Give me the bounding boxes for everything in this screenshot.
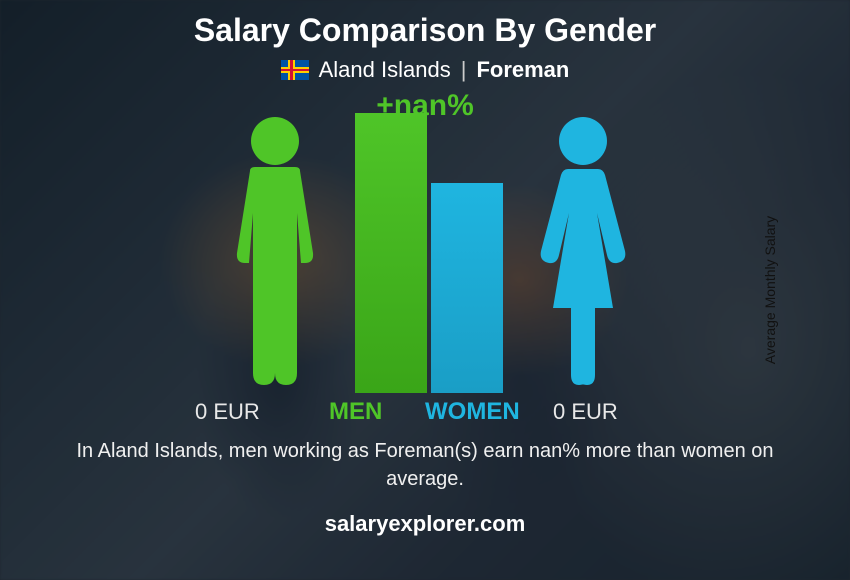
separator: |: [461, 57, 467, 83]
y-axis-label: Average Monthly Salary: [762, 216, 778, 364]
man-icon: [215, 113, 335, 393]
flag-icon: [281, 60, 309, 80]
job-title: Foreman: [476, 57, 569, 83]
bar-men: [355, 113, 427, 393]
subtitle-row: Aland Islands | Foreman: [281, 57, 570, 83]
women-value: 0 EUR: [553, 399, 618, 425]
description-text: In Aland Islands, men working as Foreman…: [65, 437, 785, 493]
bar-women: [431, 183, 503, 393]
location-text: Aland Islands: [319, 57, 451, 83]
site-credit: salaryexplorer.com: [325, 511, 526, 537]
women-label: WOMEN: [425, 398, 520, 426]
content-container: Salary Comparison By Gender Aland Island…: [0, 0, 850, 580]
men-value: 0 EUR: [195, 399, 260, 425]
chart-area: +nan% 0 EUR MEN WOMEN 0 EUR: [145, 91, 705, 431]
page-title: Salary Comparison By Gender: [194, 12, 656, 49]
men-label: MEN: [329, 398, 382, 426]
axis-labels: 0 EUR MEN WOMEN 0 EUR: [145, 393, 705, 431]
woman-icon: [523, 113, 643, 393]
